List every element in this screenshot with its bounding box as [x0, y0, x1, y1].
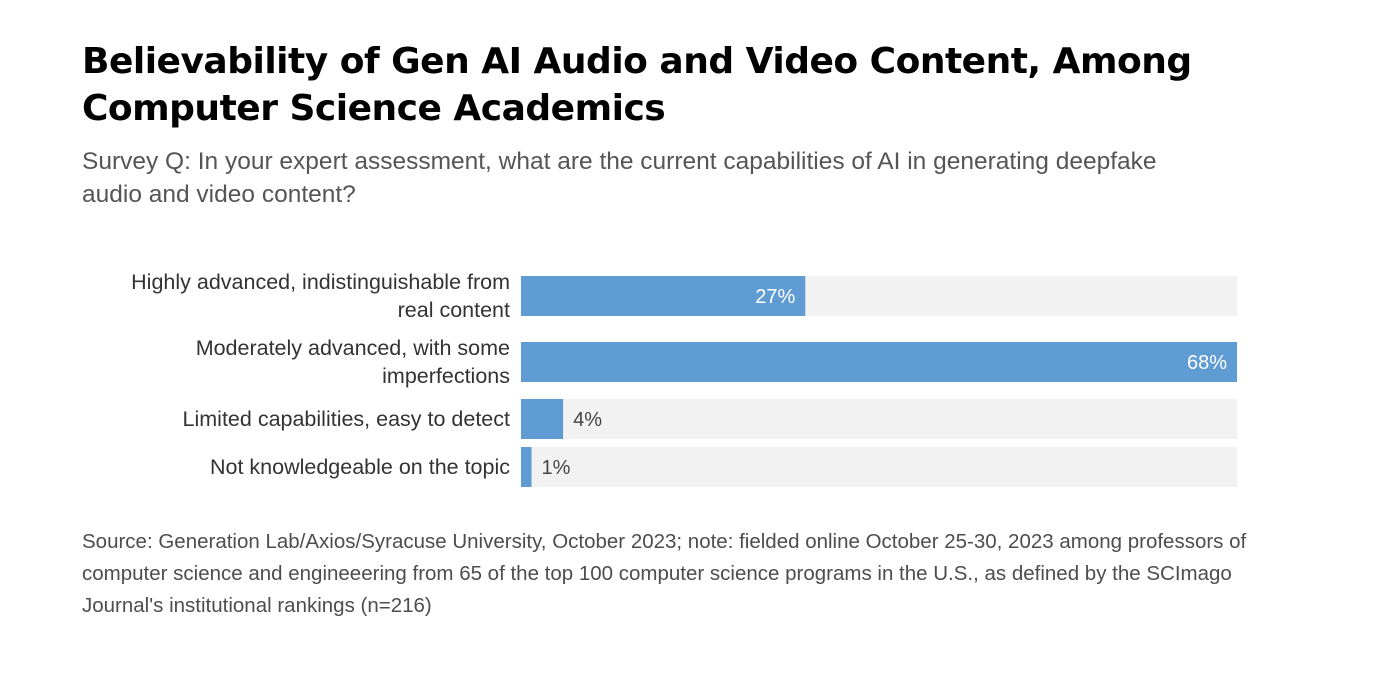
bar-value-label: 4% — [573, 409, 602, 431]
bar-value-label: 68% — [1187, 352, 1227, 374]
bar — [521, 447, 532, 487]
bar-track — [521, 399, 1237, 439]
source-note: Source: Generation Lab/Axios/Syracuse Un… — [82, 530, 1247, 617]
bar — [521, 399, 564, 439]
bar-value-label: 27% — [755, 286, 795, 308]
chart-title: Believability of Gen AI Audio and Video … — [82, 41, 1192, 129]
category-label: Limited capabilities, easy to detect — [183, 407, 510, 431]
bar-track — [521, 447, 1237, 487]
category-label: Highly advanced, indistinguishable from — [131, 270, 510, 294]
bar-row: 1% Not knowledgeable on the topic — [210, 447, 1237, 487]
category-label: Moderately advanced, with some — [196, 336, 510, 360]
category-label: imperfections — [382, 364, 510, 388]
bar-chart: 27% Highly advanced, indistinguishable fr… — [131, 270, 1237, 487]
bar-row: 27% Highly advanced, indistinguishable fr… — [131, 270, 1237, 322]
bar-row: 68% Moderately advanced, with some imperfe… — [196, 336, 1237, 388]
bar — [521, 276, 806, 316]
bar — [521, 342, 1237, 382]
bar-row: 4% Limited capabilities, easy to detect — [183, 399, 1237, 439]
category-label: real content — [398, 298, 510, 322]
bar-value-label: 1% — [542, 457, 571, 479]
chart-subtitle: Survey Q: In your expert assessment, wha… — [82, 148, 1157, 208]
category-label: Not knowledgeable on the topic — [210, 455, 510, 479]
